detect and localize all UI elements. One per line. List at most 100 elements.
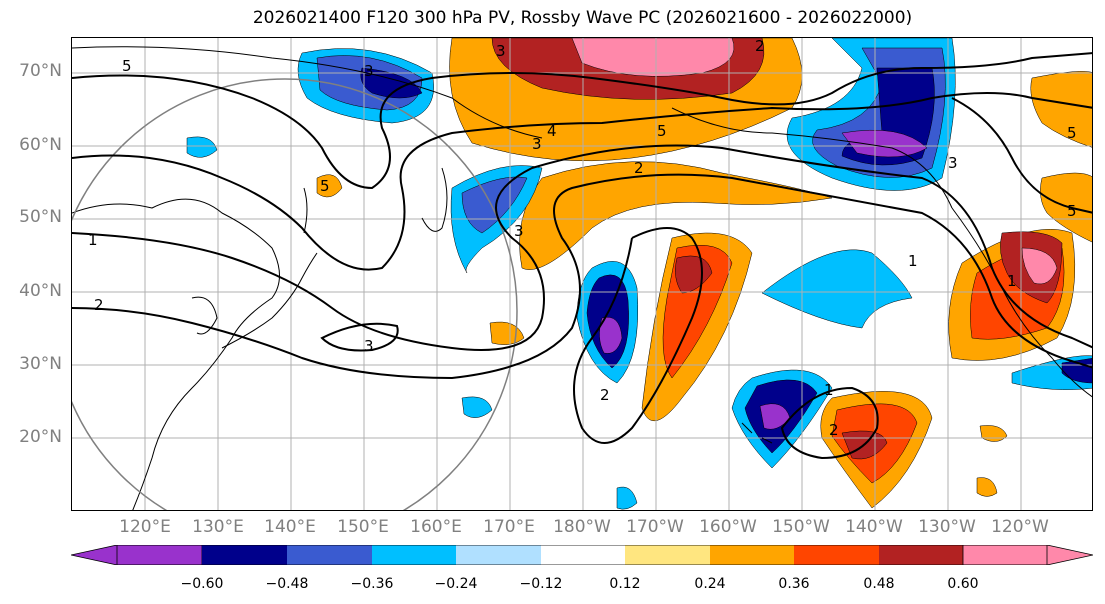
pv-anomaly-ne-corner xyxy=(1030,71,1092,148)
pv-blob-120w-s xyxy=(979,425,1008,442)
map-canvas: 5 5 3 3 3 3 3 4 5 5 5 2 2 2 1 1 1 2 3 1 … xyxy=(72,38,1092,510)
pv-contour-4 xyxy=(72,52,1092,190)
pv-contour-2 xyxy=(72,173,1092,380)
colorbar-seg-7 xyxy=(710,545,794,565)
coast-korea xyxy=(191,296,218,335)
colorbar-tick-048: 0.48 xyxy=(863,576,895,592)
contour-label-layer: 5 5 3 3 3 3 3 4 5 5 5 2 2 2 1 1 1 2 3 1 … xyxy=(88,38,1077,439)
contour-label-2-sub: 2 xyxy=(600,386,610,404)
contour-label-5-nw: 5 xyxy=(122,57,132,75)
colorbar-tick-n036: −0.36 xyxy=(350,576,394,592)
pv-contour-3-isle xyxy=(320,322,399,352)
contour-label-2-band: 2 xyxy=(634,159,644,177)
colorbar-tick-n012: −0.12 xyxy=(519,576,563,592)
map-title: 2026021400 F120 300 hPa PV, Rossby Wave … xyxy=(252,8,913,28)
pv-contour-170w-trough xyxy=(573,227,703,444)
lat-label-30n: 30°N xyxy=(19,354,62,374)
pv-blob-125e xyxy=(186,136,218,158)
contour-label-1-w: 1 xyxy=(88,231,98,249)
pv-anomaly-130w-peak xyxy=(1021,247,1058,285)
lat-label-40n: 40°N xyxy=(19,281,62,301)
pv-contour-145w-low xyxy=(780,386,879,460)
pv-blob-145e xyxy=(316,174,343,198)
coast-hawaii xyxy=(741,422,773,444)
range-circle xyxy=(72,78,518,510)
lon-label-130e: 130°E xyxy=(192,517,244,537)
pv-contour-3 xyxy=(72,92,1092,271)
lon-label-130w: 130°W xyxy=(918,517,976,537)
colorbar-tick-n024: −0.24 xyxy=(434,576,478,592)
contour-label-3-top: 2 xyxy=(755,38,765,55)
contour-label-2-nw: 2 xyxy=(94,296,104,314)
coastlines xyxy=(72,46,1092,510)
contour-label-3-165e: 3 xyxy=(514,222,524,240)
colorbar-extend-right xyxy=(962,545,1093,565)
contour-label-1-sub: 1 xyxy=(824,381,834,399)
contour-label-3-isle: 3 xyxy=(364,337,374,355)
contour-label-3-band: 3 xyxy=(532,135,542,153)
lon-label-120e: 120°E xyxy=(119,517,171,537)
pv-anomaly-north-peak xyxy=(571,38,735,77)
coast-sakhalin xyxy=(303,187,308,234)
coast-east-asia xyxy=(72,198,280,510)
lon-label-140w: 140°W xyxy=(845,517,903,537)
colorbar-tick-n060: −0.60 xyxy=(180,576,224,592)
contour-label-3-wedge: 3 xyxy=(948,154,958,172)
contour-label-1-hi: 1 xyxy=(1007,272,1017,290)
pv-anomaly-ne-mid xyxy=(1040,172,1092,243)
pv-blob-170w-s xyxy=(616,486,638,510)
map-panel: 5 5 3 3 3 3 3 4 5 5 5 2 2 2 1 1 1 2 3 1 … xyxy=(71,37,1093,511)
colorbar-tick-012: 0.12 xyxy=(609,576,641,592)
pv-anomaly-band-160w xyxy=(519,161,833,270)
lat-label-70n: 70°N xyxy=(19,61,62,81)
colorbar-seg-1 xyxy=(202,545,287,565)
pv-contour-1 xyxy=(72,144,1092,351)
contour-label-5-band: 5 xyxy=(657,122,667,140)
colorbar-tick-036: 0.36 xyxy=(778,576,810,592)
lon-label-170w: 170°W xyxy=(626,517,684,537)
colorbar-seg-3 xyxy=(372,545,456,565)
lon-label-180w: 180°W xyxy=(553,517,611,537)
colorbar-seg-8 xyxy=(794,545,879,565)
colorbar-tick-024: 0.24 xyxy=(694,576,726,592)
colorbar-seg-6 xyxy=(625,545,710,565)
colorbar xyxy=(71,545,1093,565)
lon-label-160e: 160°E xyxy=(410,517,462,537)
colorbar-seg-4 xyxy=(456,545,541,565)
contour-label-3-n: 3 xyxy=(496,42,506,60)
pv-fill-layer xyxy=(186,38,1092,510)
pv-anomaly-145w-mid xyxy=(761,249,913,329)
colorbar-extend-left xyxy=(71,545,203,565)
lon-label-170e: 170°E xyxy=(483,517,535,537)
pv-contour-east xyxy=(951,97,1092,214)
coast-north-america xyxy=(951,207,1092,398)
pv-blob-165e xyxy=(489,321,525,345)
colorbar-frame xyxy=(116,545,1048,565)
colorbar-tick-060: 0.60 xyxy=(947,576,979,592)
colorbar-seg-2 xyxy=(287,545,372,565)
lat-label-50n: 50°N xyxy=(19,207,62,227)
pv-blob-160e-s xyxy=(461,396,493,418)
contour-label-2-low: 2 xyxy=(829,421,839,439)
lon-label-150w: 150°W xyxy=(772,517,830,537)
colorbar-tick-n048: −0.48 xyxy=(265,576,309,592)
contour-label-5-e: 5 xyxy=(1067,202,1077,220)
colorbar-seg-9 xyxy=(879,545,963,565)
contour-label-4: 4 xyxy=(547,122,557,140)
pv-blob-125w-s xyxy=(976,477,998,497)
coast-japan xyxy=(221,252,318,349)
lat-label-60n: 60°N xyxy=(19,135,62,155)
pv-anomaly-175e-core xyxy=(599,316,623,354)
contour-label-1-145w: 1 xyxy=(908,252,918,270)
contour-label-5-ne: 5 xyxy=(1067,124,1077,142)
coast-alaska xyxy=(671,107,953,209)
lon-label-120w: 120°W xyxy=(991,517,1049,537)
lon-label-150e: 150°E xyxy=(337,517,389,537)
lon-label-140e: 140°E xyxy=(264,517,316,537)
colorbar-seg-5 xyxy=(541,545,625,565)
contour-label-3-nw: 3 xyxy=(364,62,374,80)
lon-label-160w: 160°W xyxy=(699,517,757,537)
lat-label-20n: 20°N xyxy=(19,427,62,447)
coast-kamchatka xyxy=(421,167,448,232)
coast-siberia xyxy=(72,46,543,139)
